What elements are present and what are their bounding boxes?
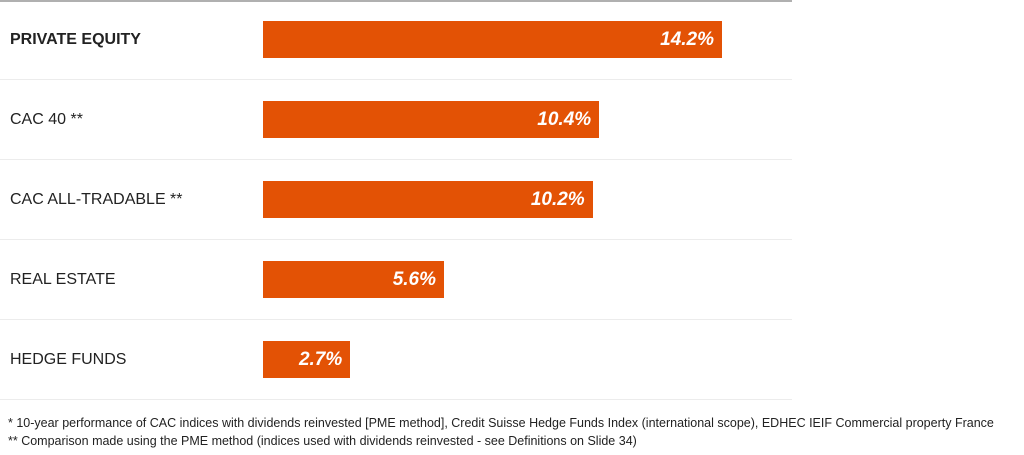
value-label: 14.2% <box>660 29 714 50</box>
category-label: CAC ALL-TRADABLE ** <box>10 191 183 208</box>
value-label: 10.4% <box>537 109 592 130</box>
value-label: 5.6% <box>392 269 436 290</box>
category-label: HEDGE FUNDS <box>10 351 127 368</box>
chart-row: REAL ESTATE 5.6% <box>0 240 792 320</box>
bar: 10.2% <box>263 181 593 218</box>
bar: 2.7% <box>263 341 351 378</box>
value-label: 10.2% <box>530 189 585 210</box>
value-label: 2.7% <box>298 349 343 370</box>
bar: 10.4% <box>263 101 600 138</box>
top-rule <box>0 0 792 2</box>
bar: 14.2% <box>263 21 722 58</box>
chart-row: PRIVATE EQUITY 14.2% <box>0 0 792 80</box>
chart-row: HEDGE FUNDS 2.7% <box>0 320 792 400</box>
bar: 5.6% <box>263 261 444 298</box>
category-label: CAC 40 ** <box>10 111 83 128</box>
category-label: PRIVATE EQUITY <box>10 31 141 48</box>
chart-row: CAC 40 ** 10.4% <box>0 80 792 160</box>
footnote-2: ** Comparison made using the PME method … <box>8 434 637 448</box>
footnote-1: * 10-year performance of CAC indices wit… <box>8 416 994 430</box>
chart-row: CAC ALL-TRADABLE ** 10.2% <box>0 160 792 240</box>
category-label: REAL ESTATE <box>10 271 116 288</box>
